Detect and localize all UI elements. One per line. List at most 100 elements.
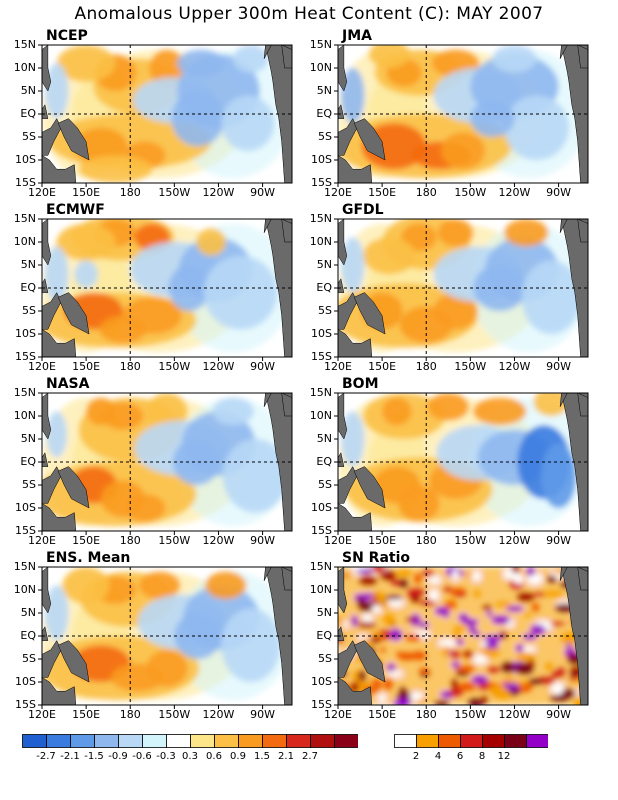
lon-tick-label: 150E (368, 186, 397, 199)
panel-title: SN Ratio (342, 550, 411, 566)
sn-speckle (338, 622, 344, 628)
map-canvas (334, 44, 589, 187)
sn-speckle (418, 599, 436, 606)
field-blob (221, 95, 275, 151)
lon-tick-label: 180 (415, 360, 437, 373)
field-blob (74, 260, 98, 288)
lat-tick-label: 10S (15, 501, 36, 514)
sn-speckle (438, 639, 457, 647)
lat-tick-label: 10S (311, 327, 332, 340)
lon-tick-label: 180 (415, 534, 437, 547)
field-blob (368, 45, 411, 68)
land-mass (338, 466, 358, 504)
land-mass (57, 118, 90, 161)
sn-speckle (376, 591, 386, 604)
lon-tick-label: 120W (202, 534, 235, 547)
sn-speckle (450, 650, 461, 659)
colorbar-label: -0.6 (132, 751, 152, 762)
field-blob (78, 155, 153, 183)
sn-speckle (472, 571, 481, 581)
sn-speckle (428, 576, 441, 584)
map-panel-ecmwf: ECMWF 15N 10N 5N EQ 5S 10S 15S 120E 150E 180 150W 12… (14, 202, 293, 373)
sn-speckle (457, 570, 465, 576)
sn-speckle (410, 594, 421, 604)
land-mass (353, 118, 386, 161)
sn-speckle (471, 675, 488, 684)
lon-tick-label: 150W (158, 708, 191, 721)
land-mass (338, 219, 348, 266)
sn-speckle (524, 612, 532, 618)
lon-tick-label: 180 (415, 186, 437, 199)
lon-tick-label: 150W (158, 186, 191, 199)
land-mass (577, 393, 588, 417)
lon-tick-label: 180 (119, 534, 141, 547)
land-mass (559, 45, 568, 59)
land-mass (353, 292, 386, 335)
colorbar-label: 2 (412, 751, 420, 762)
map-panel-sn: SN Ratio 15N 10N 5N EQ 5S 10S 15S 120E 150E 180 150… (310, 550, 589, 721)
lon-tick-label: 120W (202, 360, 235, 373)
sn-speckle (356, 568, 375, 574)
sn-speckle (389, 628, 403, 641)
land-mass (42, 567, 52, 614)
sn-speckle (564, 648, 577, 656)
colorbar-swatch (504, 734, 527, 748)
sn-speckle (472, 631, 481, 637)
colorbar-label: 0.9 (230, 751, 246, 762)
sn-speckle (396, 697, 411, 705)
field-blob (44, 585, 69, 641)
land-mass (338, 677, 373, 705)
panel-title: NASA (46, 376, 90, 392)
lat-tick-label: 5S (22, 130, 36, 143)
colorbar-label: -2.7 (36, 751, 56, 762)
land-mass (338, 640, 358, 678)
sn-speckle (531, 602, 540, 613)
sn-speckle (388, 671, 403, 677)
lat-tick-label: 10N (309, 409, 332, 422)
map-panel-ncep: NCEP 15N 10N 5N EQ 5S 10S 15S 120E 150E 180 150W 120… (14, 28, 293, 199)
lat-tick-label: EQ (316, 629, 332, 642)
map-canvas (38, 392, 293, 535)
sn-speckle (378, 694, 386, 702)
colorbar-swatch (238, 734, 263, 748)
lat-tick-label: 5N (20, 84, 36, 97)
lat-tick-label: 5N (316, 432, 332, 445)
sn-speckle (405, 617, 416, 622)
field-blob (44, 63, 69, 119)
land-mass (353, 466, 386, 509)
colorbar-swatch (416, 734, 439, 748)
sn-speckle (338, 614, 342, 623)
sn-speckle (473, 590, 481, 598)
lat-tick-label: EQ (20, 107, 36, 120)
land-mass (263, 393, 272, 407)
lat-tick-label: 10N (13, 583, 36, 596)
colorbar-swatch (526, 734, 549, 748)
map-canvas (334, 218, 589, 361)
field-blob (139, 571, 181, 600)
lon-tick-label: 150W (454, 534, 487, 547)
map-canvas (334, 566, 589, 709)
colorbar-label: 1.5 (254, 751, 270, 762)
land-mass (338, 452, 345, 467)
lat-tick-label: 5N (316, 606, 332, 619)
sn-speckle (418, 667, 430, 675)
lat-tick-label: 15S (15, 698, 36, 711)
lat-tick-label: 10S (15, 153, 36, 166)
sn-speckle (553, 569, 563, 574)
colorbar-label: -0.3 (156, 751, 176, 762)
sn-speckle (466, 572, 474, 578)
land-mass (42, 626, 49, 641)
sn-speckle (433, 700, 450, 705)
field-blob (504, 95, 569, 160)
colorbar-label: 8 (478, 751, 486, 762)
sn-speckle (522, 646, 536, 652)
land-mass (338, 503, 373, 531)
colorbar-swatch (190, 734, 215, 748)
lon-tick-label: 90W (250, 360, 276, 373)
lon-tick-label: 180 (119, 186, 141, 199)
lat-tick-label: 15N (309, 212, 332, 225)
sn-speckle (429, 589, 439, 602)
lat-tick-label: 5S (318, 304, 332, 317)
lat-tick-label: 5S (318, 652, 332, 665)
field-blob (382, 397, 412, 426)
